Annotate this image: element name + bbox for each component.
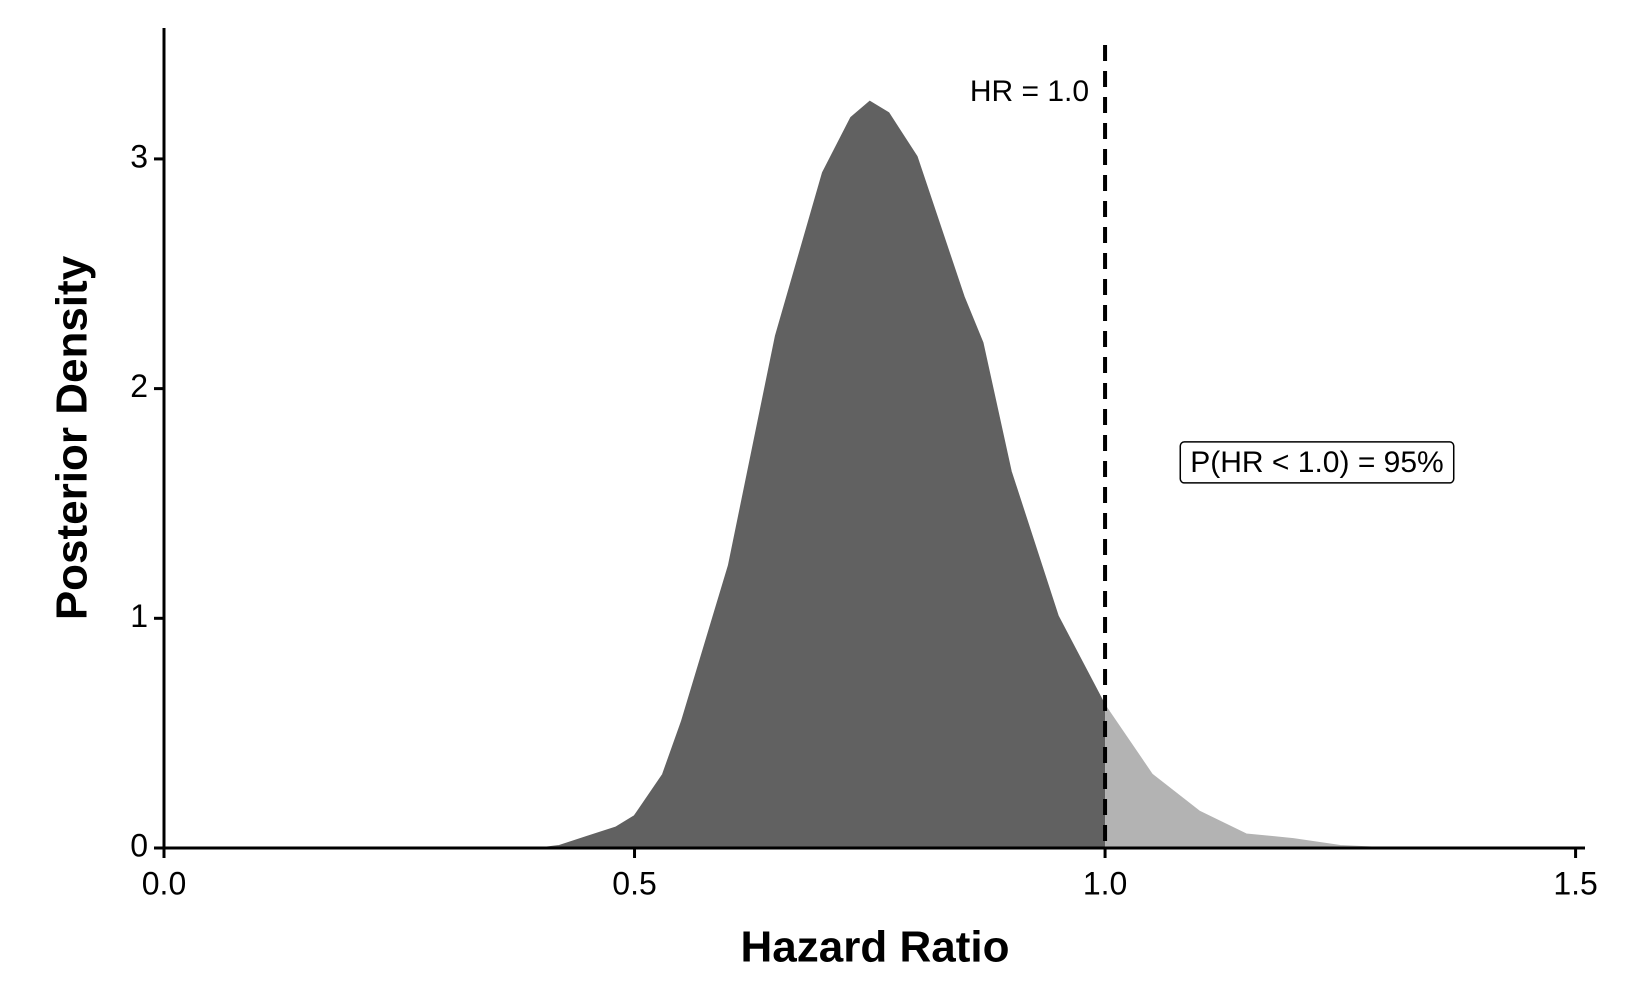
x-tick-label: 1.0 <box>1083 865 1127 901</box>
area-edge <box>1104 705 1388 849</box>
annotation-box <box>1179 441 1455 484</box>
area-fill <box>1105 705 1388 848</box>
area-fill <box>540 101 1106 848</box>
x-tick-label: 1.5 <box>1553 865 1597 901</box>
x-axis-title: Hazard Ratio <box>741 923 1010 972</box>
x-tick-label: 0.0 <box>142 865 186 901</box>
y-tick-label: 0 <box>130 827 148 863</box>
reference-label: HR = 1.0 <box>970 75 1089 108</box>
y-tick-label: 1 <box>130 598 148 634</box>
annotation-text: P(HR < 1.0) = 95% <box>1190 446 1443 479</box>
area-edge <box>540 100 1106 849</box>
y-axis-title: Posterior Density <box>48 255 97 620</box>
x-tick-label: 0.5 <box>612 865 656 901</box>
y-tick-label: 2 <box>130 368 148 404</box>
y-tick-label: 3 <box>130 138 148 174</box>
